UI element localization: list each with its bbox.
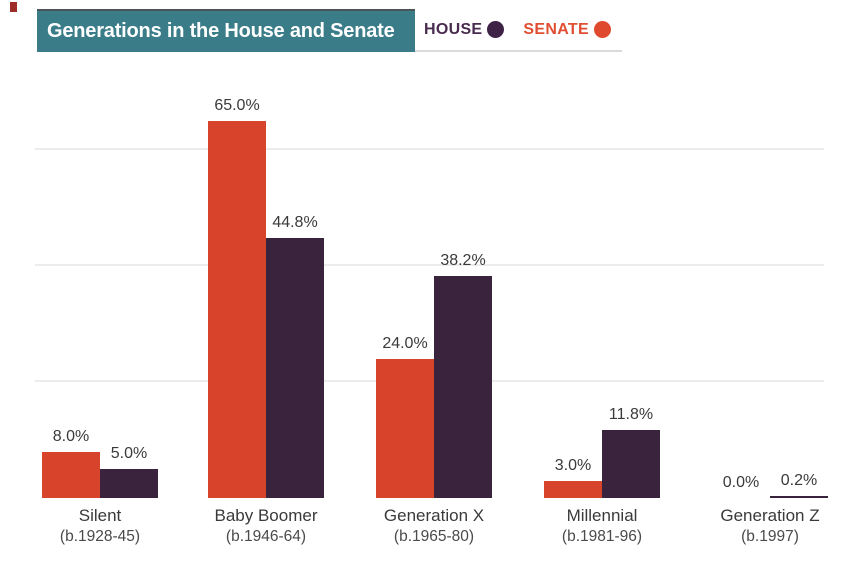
category-sublabel-generation-z: (b.1997) — [741, 528, 799, 545]
category-label-generation-x: Generation X — [383, 506, 485, 525]
chart-title: Generations in the House and Senate — [47, 20, 395, 42]
senate-value-label-generation-x: 24.0% — [382, 335, 428, 352]
category-sublabel-millennial: (b.1981-96) — [561, 528, 643, 545]
legend-label-house: HOUSE — [424, 20, 483, 38]
category-sublabel-baby-boomer: (b.1946-64) — [225, 528, 307, 545]
category-sublabel-generation-x: (b.1965-80) — [393, 528, 475, 545]
senate-value-label-baby-boomer: 65.0% — [214, 97, 260, 114]
senate-value-label-silent: 8.0% — [52, 428, 90, 445]
senate-value-label-generation-z: 0.0% — [722, 474, 760, 491]
category-sublabel-silent: (b.1928-45) — [59, 528, 141, 545]
senate-bar-silent — [42, 452, 100, 498]
house-bar-generation-z — [770, 496, 828, 498]
corner-mark — [10, 2, 17, 12]
legend-item-senate: SENATE — [523, 21, 611, 39]
house-color-swatch — [487, 21, 505, 38]
house-value-label-generation-x: 38.2% — [440, 252, 486, 269]
senate-color-swatch — [593, 21, 611, 38]
house-bar-baby-boomer — [266, 238, 324, 498]
house-bar-silent — [100, 469, 158, 498]
category-label-generation-z: Generation Z — [720, 506, 820, 525]
legend-label-senate: SENATE — [523, 20, 589, 38]
category-label-baby-boomer: Baby Boomer — [214, 506, 318, 525]
house-value-label-generation-z: 0.2% — [780, 472, 818, 489]
house-bar-generation-x — [434, 276, 492, 498]
senate-bar-millennial — [544, 481, 602, 498]
gridline-60pct — [35, 148, 824, 150]
senate-bar-generation-x — [376, 359, 434, 498]
house-bar-millennial — [602, 430, 660, 498]
legend-item-house: HOUSE — [424, 20, 505, 39]
gridline-40pct — [35, 264, 824, 266]
senate-bar-baby-boomer — [208, 121, 266, 498]
senate-value-label-millennial: 3.0% — [554, 457, 592, 474]
legend: HOUSE SENATE — [415, 9, 622, 52]
category-label-millennial: Millennial — [566, 506, 638, 525]
chart-header: Generations in the House and Senate — [37, 9, 415, 52]
category-label-silent: Silent — [78, 506, 122, 525]
house-value-label-millennial: 11.8% — [608, 406, 654, 423]
house-value-label-baby-boomer: 44.8% — [272, 214, 318, 231]
house-value-label-silent: 5.0% — [110, 445, 148, 462]
